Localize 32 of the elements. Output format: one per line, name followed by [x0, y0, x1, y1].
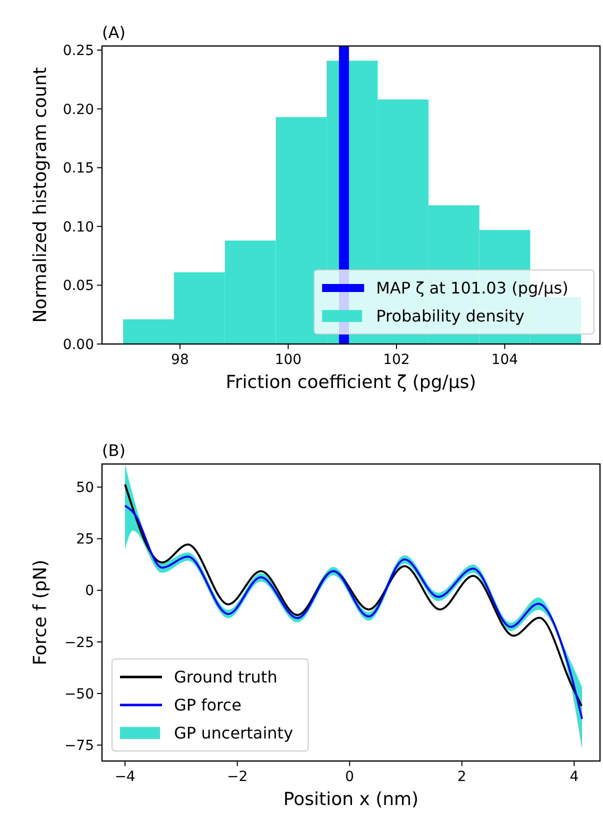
x-tick-label: −2	[226, 769, 248, 785]
y-tick-label: 0.15	[62, 160, 94, 177]
x-tick-label: 100	[274, 352, 302, 368]
x-axis-title: Position x (nm)	[283, 789, 419, 810]
y-tick-label: 50	[76, 480, 94, 496]
y-tick-label: −50	[64, 686, 94, 702]
legend-label: GP force	[174, 696, 242, 715]
x-tick-label: 98	[171, 352, 189, 368]
x-tick-label: 0	[345, 769, 354, 785]
y-tick-label: 0	[85, 583, 94, 600]
y-tick-label: −25	[64, 634, 94, 651]
y-tick-label: 0.05	[62, 278, 94, 294]
y-axis-title: Force f (pN)	[30, 560, 51, 666]
chart-title: (B)	[102, 441, 126, 460]
y-axis-title: Normalized histogram count	[30, 67, 51, 323]
x-axis-title: Friction coefficient ζ (pg/μs)	[226, 372, 476, 393]
ref-line-label: MAP ζ at 101.03 (pg/μs)	[376, 278, 568, 298]
y-tick-label: −75	[64, 738, 94, 754]
x-tick-label: 104	[491, 352, 518, 368]
x-tick-label: 102	[383, 352, 410, 368]
y-tick-label: 0.25	[62, 43, 94, 60]
chart-title: (A)	[102, 23, 126, 42]
legend-label: Ground truth	[174, 668, 278, 687]
y-tick-label: 0.20	[62, 102, 94, 118]
y-tick-label: 25	[76, 532, 94, 548]
x-tick-label: 4	[570, 769, 579, 785]
y-tick-label: 0.10	[62, 219, 94, 236]
x-tick-label: −4	[114, 769, 136, 785]
y-tick-label: 0.00	[62, 336, 94, 353]
legend-label: Probability density	[376, 306, 524, 326]
x-tick-label: 2	[457, 769, 466, 785]
legend-label: GP uncertainty	[174, 724, 294, 743]
